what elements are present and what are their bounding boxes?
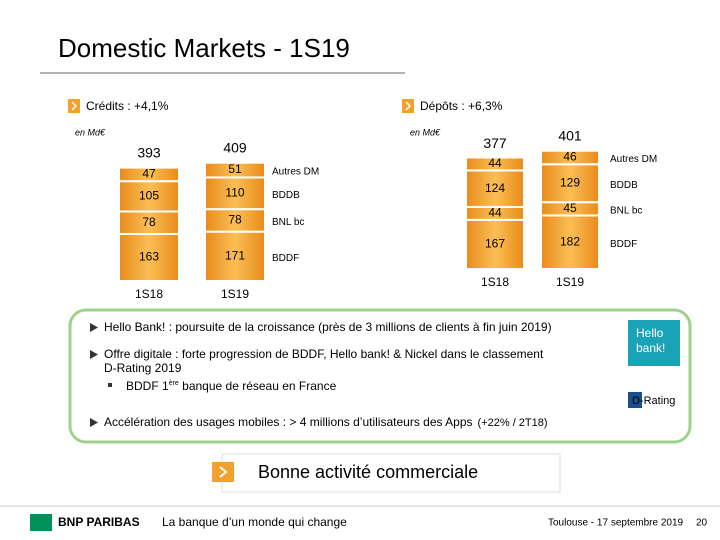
drating-text: D-Rating	[632, 395, 675, 407]
data-label: 78	[142, 215, 156, 229]
data-label: 182	[560, 234, 580, 248]
page-number: 20	[696, 518, 708, 529]
total-label: 377	[483, 135, 507, 151]
bullet-text: Accélération des usages mobiles : > 4 mi…	[104, 415, 548, 429]
bar-segment	[118, 166, 180, 183]
data-label: 51	[228, 162, 242, 176]
header-chevron	[71, 101, 78, 111]
data-label: 105	[139, 188, 159, 202]
unit-label: en Md€	[75, 127, 106, 137]
bar-segment	[540, 214, 600, 271]
bullet-main: Accélération des usages mobiles : > 4 mi…	[104, 415, 473, 429]
header-chevron	[405, 101, 412, 111]
bar-segment	[204, 161, 266, 179]
total-label: 401	[558, 128, 582, 144]
series-label: BDDB	[272, 190, 300, 201]
bar-segment	[118, 232, 180, 282]
sub-text: banque de réseau en France	[179, 379, 337, 393]
bar-segment	[540, 149, 600, 166]
data-label: 46	[563, 150, 577, 164]
data-label: 110	[225, 185, 244, 199]
bullets: Hello Bank! : poursuite de la croissance…	[90, 320, 552, 429]
data-label: 44	[488, 206, 502, 220]
total-label: 393	[137, 144, 161, 160]
bullet-marker	[90, 418, 98, 427]
logo-text: bank!	[636, 341, 665, 355]
data-label: 44	[488, 156, 502, 170]
series-label: BNL bc	[272, 217, 304, 228]
bullet-marker	[90, 323, 98, 332]
data-label: 129	[560, 175, 580, 189]
category-label: 1S18	[135, 287, 163, 301]
bar-segment	[540, 163, 600, 204]
brand-logo	[30, 514, 52, 531]
total-label: 409	[223, 140, 247, 156]
sub-bullet-text: BDDF 1ère banque de réseau en France	[126, 379, 337, 393]
bullet-marker	[90, 350, 98, 359]
series-label: BNL bc	[610, 205, 642, 216]
sub-bullet-marker	[108, 383, 112, 387]
drating-logo	[628, 392, 642, 408]
superscript: ère	[169, 380, 179, 387]
bullet-note: (+22% / 2T18)	[478, 417, 548, 429]
chart-title: Crédits : +4,1%	[86, 99, 169, 113]
series-label: Autres DM	[272, 167, 319, 178]
data-label: 45	[563, 201, 577, 215]
bullet-text: Hello Bank! : poursuite de la croissance…	[104, 320, 552, 334]
unit-label: en Md€	[410, 127, 441, 137]
bar-segment	[118, 180, 180, 213]
banner-text: Bonne activité commerciale	[258, 462, 478, 482]
chart-panel	[70, 117, 315, 292]
banner-chevron	[219, 466, 228, 478]
data-label: 78	[228, 213, 242, 227]
bullet-text: Offre digitale : forte progression de BD…	[104, 347, 544, 361]
bar-segment	[465, 218, 525, 270]
bar-segment	[204, 176, 266, 211]
banner	[221, 453, 561, 493]
bar-segment	[465, 169, 525, 208]
header-icon	[68, 99, 80, 113]
slide-title: Domestic Markets - 1S19	[58, 33, 350, 63]
category-label: 1S19	[556, 275, 584, 289]
data-label: 171	[225, 249, 245, 263]
bar-segment	[465, 156, 525, 172]
series-label: BDDB	[610, 180, 638, 191]
series-label: BDDF	[272, 253, 299, 264]
series-label: Autres DM	[610, 154, 657, 165]
brand-tagline: La banque d’un monde qui change	[162, 515, 347, 529]
bullet-text: D-Rating 2019	[104, 361, 182, 375]
header-icon	[402, 99, 414, 113]
bar-segment	[204, 230, 266, 283]
data-label: 124	[485, 181, 505, 195]
data-label: 167	[485, 237, 505, 251]
chart-title: Dépôts : +6,3%	[420, 99, 503, 113]
logo-text: Hello	[636, 326, 664, 340]
data-label: 47	[142, 167, 156, 181]
category-label: 1S19	[221, 287, 249, 301]
brand-name: BNP PARIBAS	[58, 515, 140, 529]
footer-place: Toulouse - 17 septembre 2019	[548, 518, 684, 529]
series-label: BDDF	[610, 239, 637, 250]
hello-bank-logo	[628, 320, 680, 366]
data-label: 163	[139, 250, 159, 264]
bullet-box	[68, 308, 692, 444]
category-label: 1S18	[481, 275, 509, 289]
banner-icon	[212, 462, 234, 482]
sub-text: BDDF 1	[126, 379, 169, 393]
